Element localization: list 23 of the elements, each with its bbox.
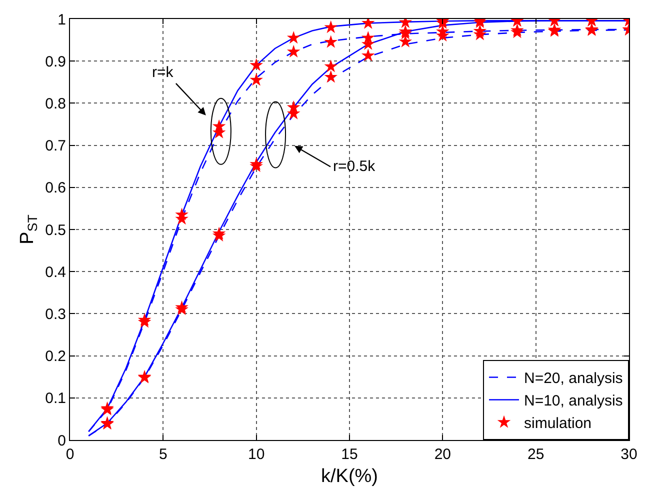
x-tick-label: 25 <box>527 446 544 463</box>
legend-label: N=20, analysis <box>524 370 623 388</box>
x-tick-label: 30 <box>620 446 638 463</box>
y-tick-label: 1 <box>58 11 66 28</box>
y-tick-label: 0.9 <box>45 53 66 70</box>
y-tick-label: 0.2 <box>45 348 66 366</box>
y-tick-label: 0.7 <box>45 138 66 155</box>
y-tick-label: 0.1 <box>45 390 66 408</box>
x-tick-label: 15 <box>341 446 358 463</box>
x-tick-label: 20 <box>434 446 452 463</box>
x-axis-title: k/K(%) <box>321 466 378 487</box>
y-tick-label: 0.6 <box>45 180 66 197</box>
y-tick-label: 0.5 <box>45 222 66 239</box>
annotation: r=k <box>152 64 174 81</box>
x-tick-label: 10 <box>248 446 265 463</box>
annotation: r=0.5k <box>333 158 376 175</box>
y-tick-label: 0.3 <box>45 306 66 323</box>
legend-label: N=10, analysis <box>524 392 623 410</box>
x-tick-label: 5 <box>159 446 168 463</box>
y-tick-label: 0.8 <box>45 95 66 112</box>
y-tick-label: 0 <box>58 432 66 450</box>
legend-label: simulation <box>524 415 592 432</box>
y-tick-label: 0.4 <box>45 264 66 281</box>
